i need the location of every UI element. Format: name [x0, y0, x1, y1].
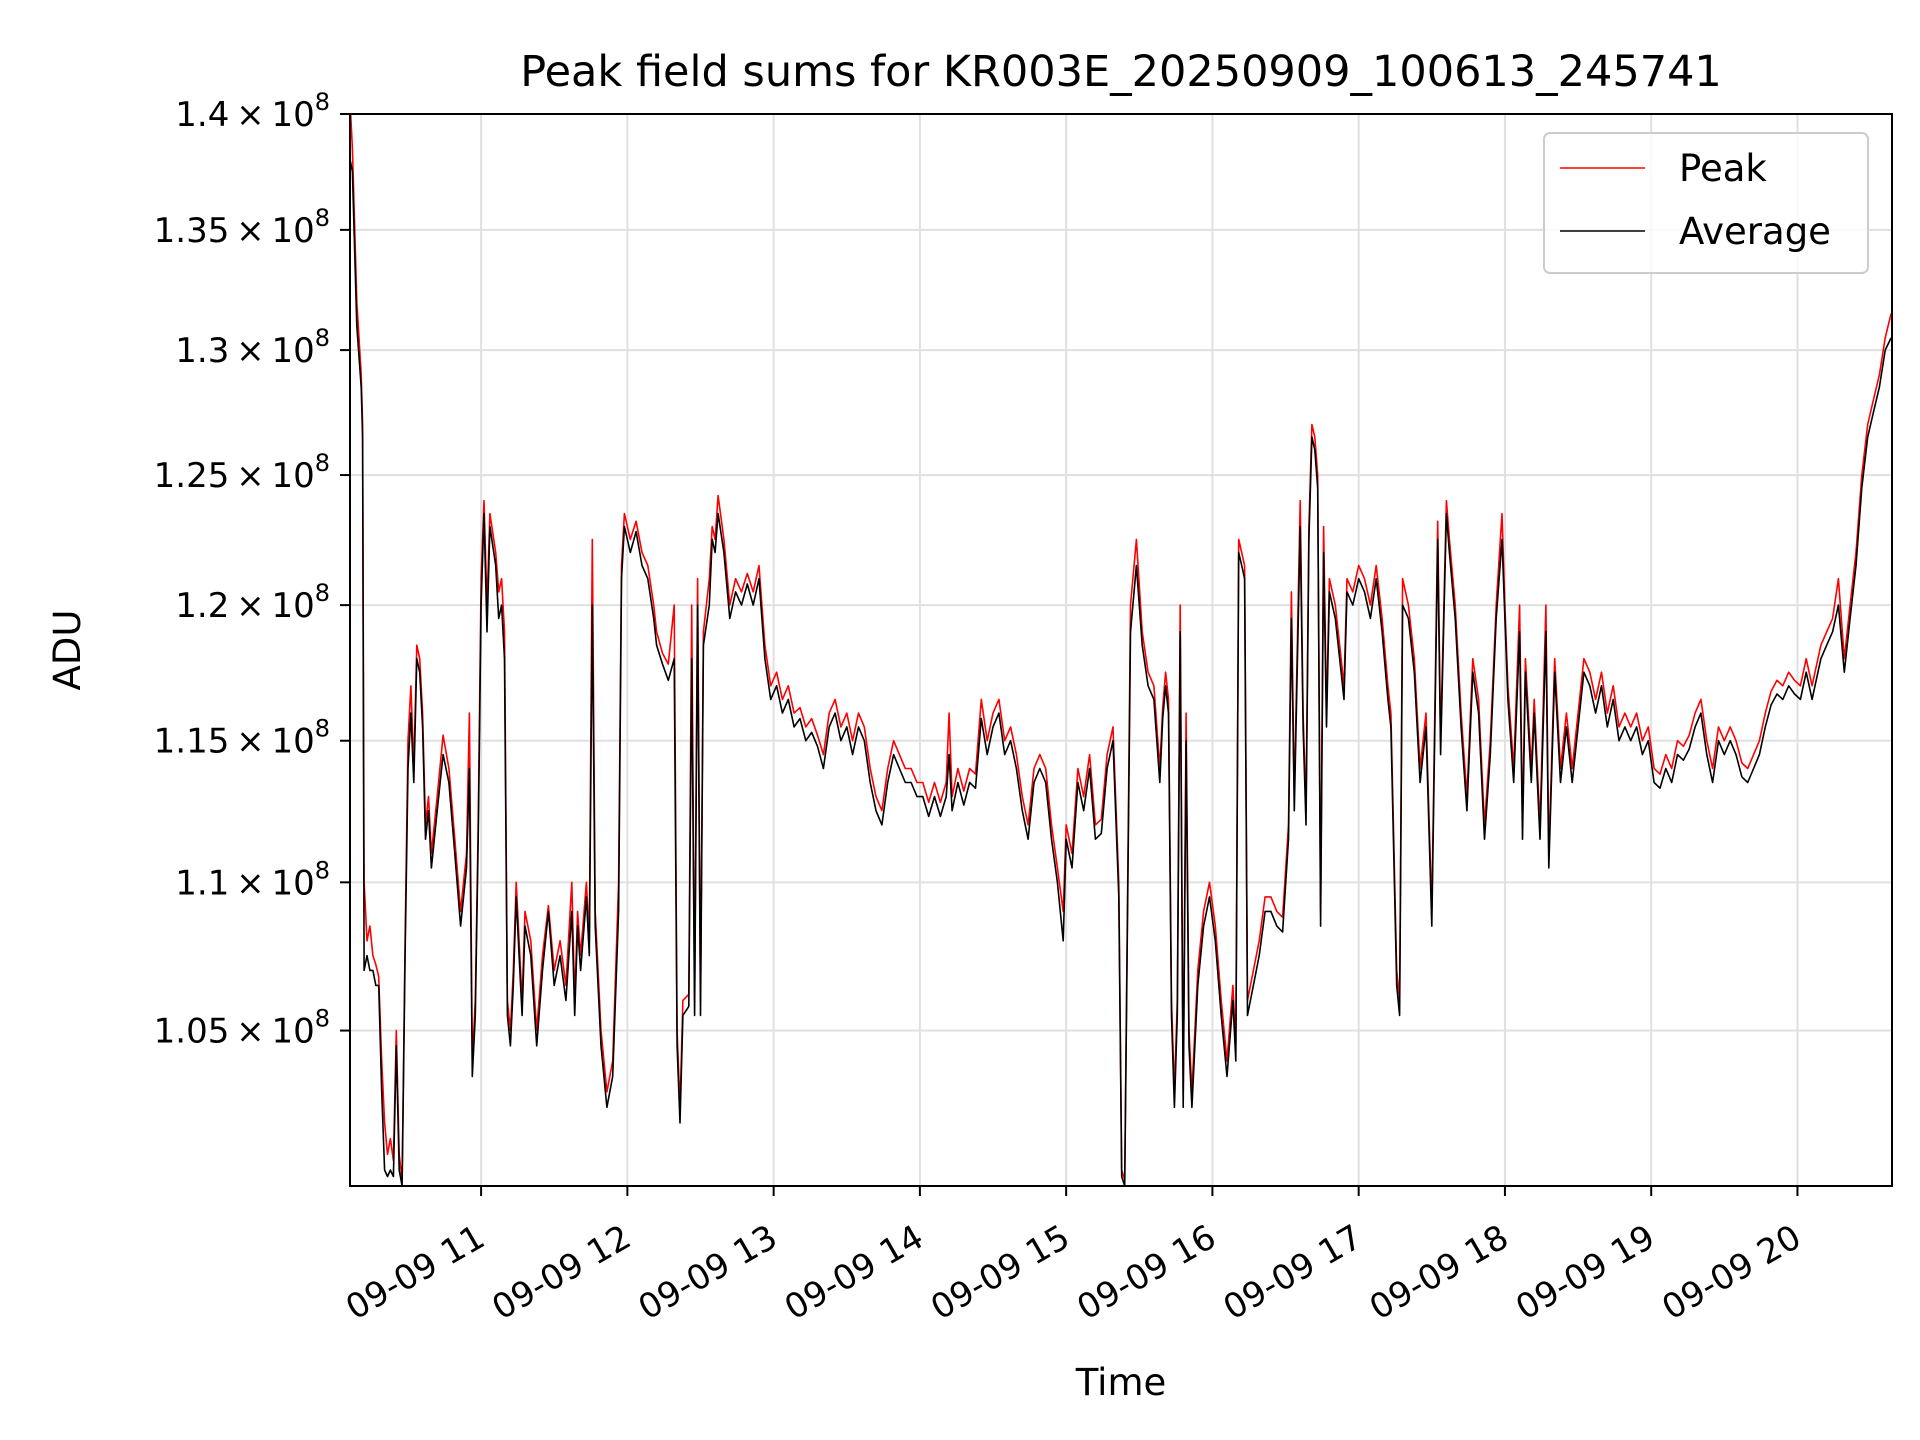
y-tick-exponent: 8	[315, 1005, 330, 1033]
series-layer	[350, 114, 1892, 1186]
y-tick-mantissa: 1.25	[154, 456, 230, 496]
series-line-peak	[350, 114, 1892, 1181]
y-tick-label: 1.1 × 108	[175, 856, 330, 903]
y-tick-mantissa: 1.05	[154, 1012, 230, 1052]
y-tick-label: 1.15 × 108	[154, 715, 330, 762]
y-tick-label: 1.25 × 108	[154, 449, 330, 496]
y-axis-label: ADU	[46, 610, 89, 691]
y-tick-label: 1.2 × 108	[175, 579, 330, 626]
legend-label-peak: Peak	[1679, 147, 1767, 190]
y-tick-mantissa: 1.1	[175, 863, 229, 903]
y-tick-exponent: 8	[315, 856, 330, 884]
y-tick-mantissa: 1.35	[154, 211, 230, 251]
y-tick-mantissa: 1.15	[154, 722, 230, 762]
chart-title: Peak field sums for KR003E_20250909_1006…	[520, 47, 1722, 97]
series-line-average	[350, 159, 1892, 1186]
y-tick-mantissa: 1.4	[175, 95, 229, 135]
y-tick-mantissa: 1.2	[175, 586, 229, 626]
y-tick-exponent: 8	[315, 715, 330, 743]
y-tick-label: 1.4 × 108	[175, 88, 330, 135]
y-tick-label: 1.05 × 108	[154, 1005, 330, 1052]
y-tick-exponent: 8	[315, 324, 330, 352]
legend: Peak Average	[1543, 132, 1869, 274]
plot-frame	[349, 113, 1893, 1187]
y-tick-mantissa: 1.3	[175, 331, 229, 371]
x-axis-label: Time	[1075, 1361, 1167, 1404]
legend-label-average: Average	[1679, 210, 1831, 253]
y-tick-exponent: 8	[315, 88, 330, 116]
y-tick-label: 1.35 × 108	[154, 204, 330, 251]
y-tick-label: 1.3 × 108	[175, 324, 330, 371]
y-tick-exponent: 8	[315, 204, 330, 232]
y-tick-exponent: 8	[315, 579, 330, 607]
y-tick-exponent: 8	[315, 449, 330, 477]
